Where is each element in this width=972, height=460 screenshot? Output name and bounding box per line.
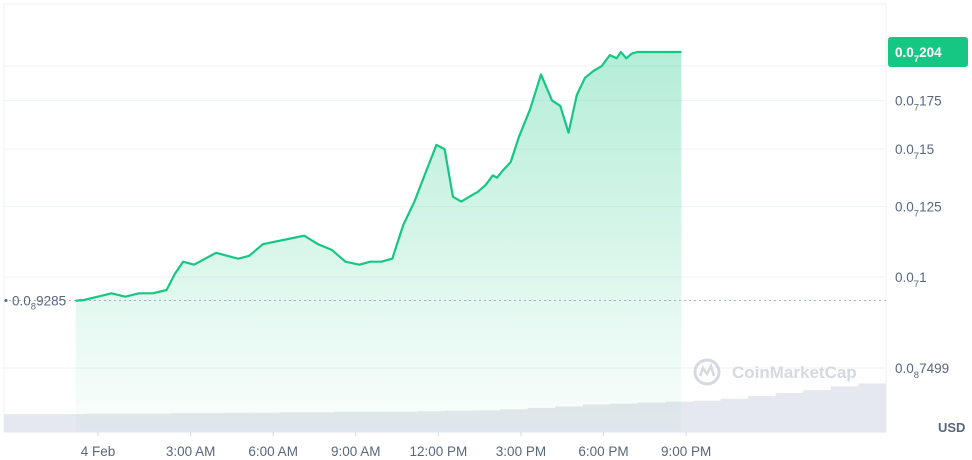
watermark: CoinMarketCap: [693, 358, 857, 386]
y-axis: 0.07175 0.0715 0.07125 0.071 0.087499 0.07204: [888, 37, 968, 381]
volume-bar: [31, 414, 60, 432]
current-price-tag: [888, 37, 968, 67]
x-tick-label: 3:00 AM: [166, 444, 216, 459]
volume-bar: [803, 390, 832, 432]
volume-bar: [720, 398, 749, 432]
x-tick-label: 3:00 PM: [496, 444, 546, 459]
volume-bar: [830, 386, 859, 432]
price-area-fill: [75, 52, 682, 432]
start-price-dot: [4, 299, 8, 303]
volume-bar: [858, 383, 887, 432]
price-line: [75, 50, 682, 302]
volume-bar: [4, 414, 33, 432]
y-tick-label: 0.0715: [895, 142, 934, 162]
x-tick-label: 12:00 PM: [409, 444, 467, 459]
price-series: 0.089285: [4, 50, 886, 432]
y-tick-label: 0.071: [895, 270, 927, 290]
y-tick-label: 0.07125: [895, 200, 942, 220]
watermark-text: CoinMarketCap: [732, 363, 857, 382]
y-tick-label: 0.087499: [895, 361, 949, 381]
volume-bar: [693, 400, 722, 432]
coinmarketcap-logo-icon: [693, 358, 721, 386]
volume-bar: [775, 393, 804, 432]
current-price-label: 0.07204: [895, 45, 942, 65]
x-tick-label: 6:00 AM: [248, 444, 298, 459]
y-tick-label: 0.07175: [895, 93, 942, 113]
start-price-label: 0.089285: [12, 294, 66, 313]
volume-bar: [748, 395, 777, 432]
x-tick-label: 4 Feb: [81, 444, 116, 459]
x-axis: 4 Feb 3:00 AM 6:00 AM 9:00 AM 12:00 PM 3:00 P…: [81, 432, 711, 459]
x-tick-label: 6:00 PM: [578, 444, 628, 459]
x-tick-label: 9:00 AM: [331, 444, 381, 459]
x-tick-label: 9:00 PM: [661, 444, 711, 459]
currency-label: USD: [938, 420, 965, 435]
